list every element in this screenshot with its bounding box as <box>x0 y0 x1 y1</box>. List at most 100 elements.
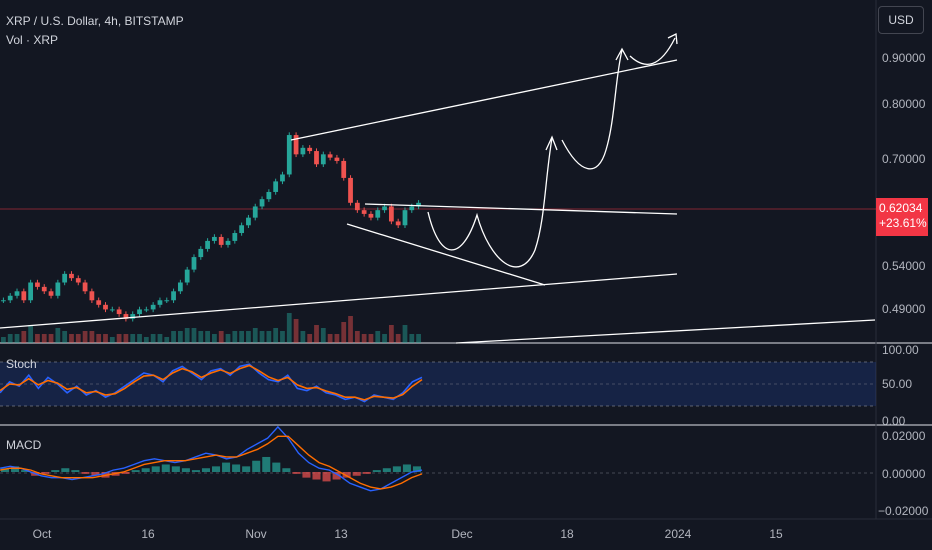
candle-body <box>307 147 313 152</box>
macd-signal-line <box>0 435 423 490</box>
candle-body <box>409 206 415 211</box>
macd-histogram-bar <box>402 464 411 472</box>
volume-bar <box>361 334 367 343</box>
price-axis-tick: 0.49000 <box>882 302 926 316</box>
macd-histogram-bar <box>81 472 90 474</box>
candle-body <box>150 304 156 310</box>
macd-line <box>0 425 423 492</box>
candle-body <box>388 206 394 222</box>
macd-histogram-bar <box>21 470 30 472</box>
time-axis-tick: 13 <box>334 527 348 541</box>
volume-bar <box>246 331 251 343</box>
volume-bar <box>130 334 136 343</box>
volume-bar <box>212 334 217 343</box>
volume-bar <box>286 313 292 343</box>
projection-arrow-3[interactable] <box>667 32 678 45</box>
macd-histogram-bar <box>282 468 291 472</box>
price-axis-tick: 0.70000 <box>882 152 926 166</box>
candle-body <box>273 181 279 192</box>
support-trendline[interactable] <box>0 273 678 329</box>
macd-series <box>0 425 423 492</box>
candle-body <box>21 291 27 301</box>
wedge-lower-trendline[interactable] <box>346 223 546 286</box>
wedge-upper-trendline[interactable] <box>364 203 678 215</box>
macd-histogram-bar <box>312 472 321 480</box>
time-axis-tick: 16 <box>141 527 155 541</box>
projection-path-3[interactable] <box>629 37 676 65</box>
candle-body <box>280 174 285 182</box>
volume-bar <box>280 331 285 343</box>
macd-histogram-bar <box>41 472 50 474</box>
volume-bar <box>28 325 34 343</box>
macd-histogram-bar <box>342 472 351 478</box>
candle-body <box>89 291 95 301</box>
time-axis-tick: 15 <box>769 527 783 541</box>
projection-arrow-2[interactable] <box>615 47 629 61</box>
volume-bar <box>341 322 347 343</box>
volume-bar <box>273 328 279 343</box>
candle-body <box>137 309 142 315</box>
time-axis-tick: 2024 <box>664 527 692 541</box>
macd-axis-tick: −0.02000 <box>878 504 929 518</box>
volume-bar <box>55 328 61 343</box>
last-price-tag: 0.62034 +23.61% <box>876 198 928 236</box>
candle-body <box>82 282 88 292</box>
candle-body <box>361 210 367 214</box>
candle-body <box>225 240 231 245</box>
stoch-axis-tick: 100.00 <box>882 343 919 357</box>
candle-body <box>171 291 176 301</box>
candle-body <box>246 217 251 226</box>
macd-histogram-bar <box>51 470 60 472</box>
macd-histogram-bar <box>362 472 371 474</box>
macd-histogram-bar <box>302 472 311 478</box>
candle-body <box>191 257 197 270</box>
macd-title[interactable]: MACD <box>6 438 42 452</box>
macd-histogram-bar <box>262 456 271 472</box>
volume-bar <box>69 334 74 343</box>
volume-bar <box>123 334 129 343</box>
stoch-lines <box>0 363 423 403</box>
volume-bar <box>375 331 381 343</box>
stoch-title[interactable]: Stoch <box>6 357 37 371</box>
macd-histogram-bar <box>392 466 401 472</box>
macd-histogram-bar <box>352 472 361 476</box>
candle-body <box>232 233 238 241</box>
volume-bar <box>191 328 197 343</box>
channel-upper-trendline[interactable] <box>290 59 678 141</box>
volume-bar <box>1 337 6 343</box>
macd-histogram-bar <box>161 464 170 472</box>
candle-body <box>35 282 40 287</box>
volume-bar <box>157 334 163 343</box>
drawing-tools[interactable] <box>0 32 876 344</box>
volume-bar <box>218 331 224 343</box>
projection-path-2[interactable] <box>561 49 623 170</box>
macd-histogram-bar <box>201 468 210 472</box>
volume-bar <box>150 334 156 343</box>
projection-path-1[interactable] <box>427 137 553 268</box>
volume-bar <box>320 328 326 343</box>
candle-body <box>266 191 272 200</box>
macd-histogram-bar <box>372 470 381 472</box>
candle-body <box>348 177 353 203</box>
projection-arrow-1[interactable] <box>545 135 558 151</box>
volume-bar <box>171 331 176 343</box>
volume-bar <box>82 331 88 343</box>
price-axis-tick: 0.80000 <box>882 97 926 111</box>
candle-body <box>157 300 163 305</box>
volume-bar <box>300 331 306 343</box>
symbol-title[interactable]: XRP / U.S. Dollar, 4h, BITSTAMP <box>6 14 184 28</box>
macd-histogram-bar <box>322 472 331 482</box>
long-support-trendline[interactable] <box>455 319 876 344</box>
time-axis-tick: Dec <box>451 527 473 541</box>
candle-body <box>14 291 20 296</box>
macd-histogram-bar <box>11 466 20 472</box>
candle-body <box>395 221 401 226</box>
candle-body <box>55 282 61 296</box>
candle-body <box>116 309 122 315</box>
candle-body <box>375 210 381 218</box>
macd-histogram-bar <box>191 470 200 472</box>
candle-body <box>300 147 306 155</box>
currency-button[interactable]: USD <box>878 6 924 34</box>
volume-indicator-title[interactable]: Vol · XRP <box>6 33 59 47</box>
